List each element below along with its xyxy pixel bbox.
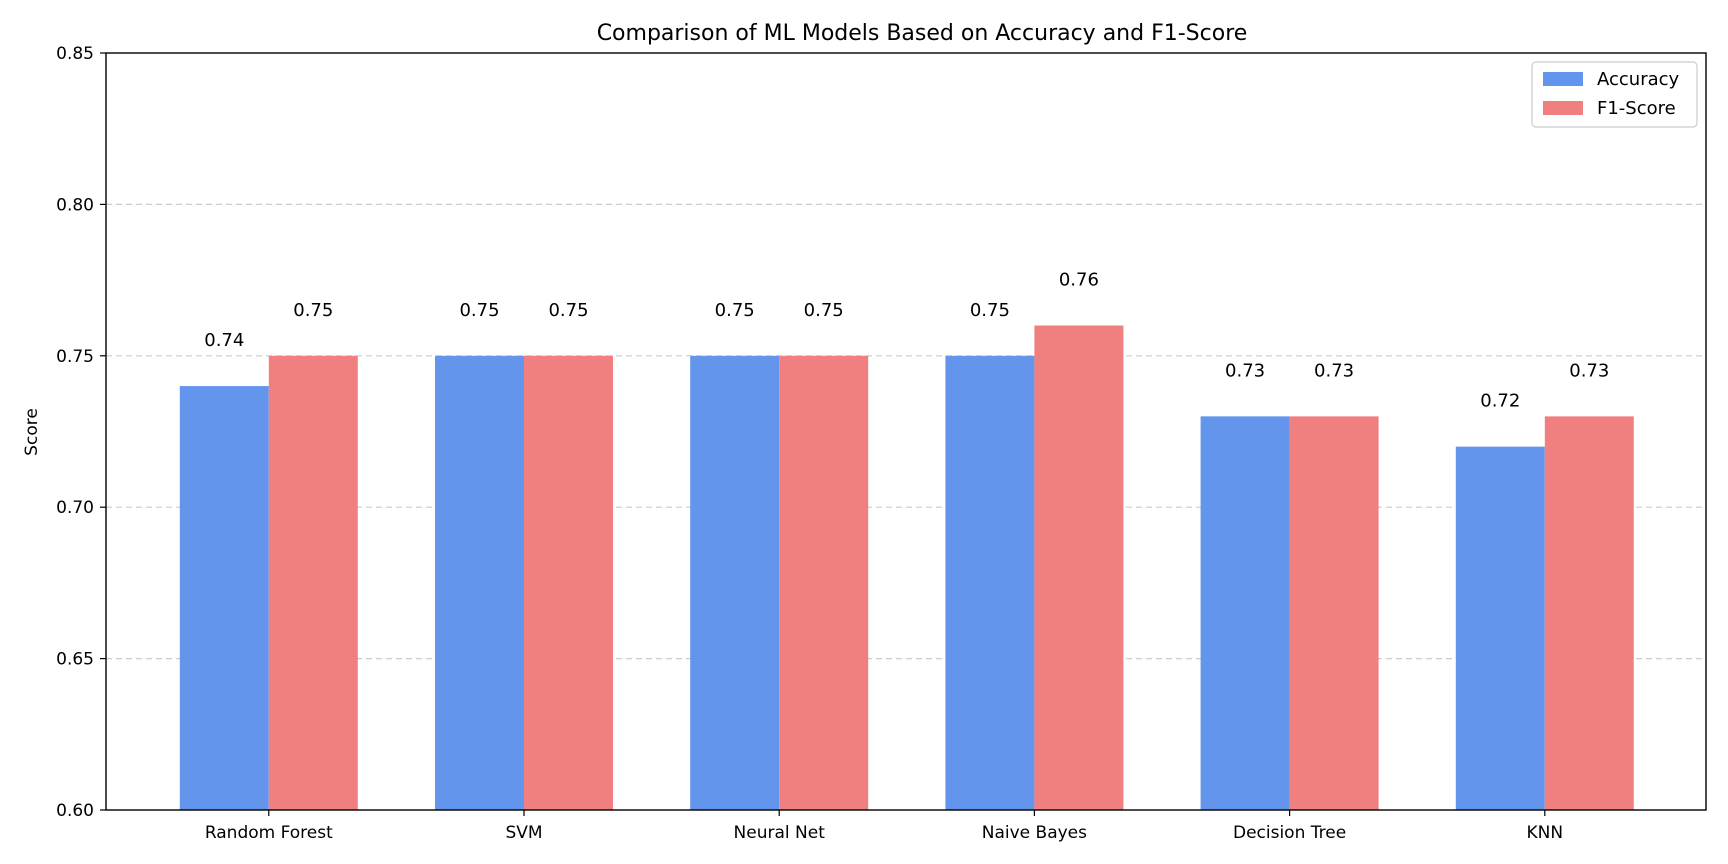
x-tick-label: KNN: [1527, 823, 1564, 843]
bar-f1-score: [524, 355, 613, 810]
plot-frame: [105, 52, 1707, 811]
bar-accuracy: [179, 386, 269, 810]
legend-swatch-accuracy: [1543, 72, 1583, 86]
data-label-f1-score: 0.75: [804, 300, 844, 321]
y-tick-label: 0.80: [56, 195, 94, 215]
bar-f1-score: [1289, 416, 1379, 810]
y-tick-label: 0.75: [56, 347, 94, 367]
data-label-f1-score: 0.73: [1314, 360, 1354, 381]
bar-f1-score: [1544, 416, 1634, 810]
x-tick-label: SVM: [505, 823, 542, 843]
y-tick-label: 0.85: [56, 44, 94, 64]
bar-f1-score: [779, 355, 869, 810]
legend-swatch-f1-score: [1543, 101, 1583, 115]
data-label-f1-score: 0.76: [1059, 270, 1099, 291]
bar-accuracy: [1455, 446, 1545, 810]
bar-accuracy: [690, 355, 780, 810]
data-label-f1-score: 0.73: [1569, 360, 1609, 381]
data-label-accuracy: 0.75: [459, 300, 499, 321]
bar-accuracy: [435, 355, 524, 810]
legend-label-f1-score: F1-Score: [1597, 98, 1676, 119]
grid-lines: [106, 203, 1706, 660]
data-label-accuracy: 0.75: [715, 300, 755, 321]
chart-title: Comparison of ML Models Based on Accurac…: [597, 21, 1248, 46]
y-axis-label: Score: [22, 408, 42, 456]
bar-f1-score: [268, 355, 358, 810]
data-label-accuracy: 0.75: [970, 300, 1010, 321]
y-axis: 0.60 0.65 0.70 0.75 0.80 0.85: [56, 44, 106, 821]
x-tick-label: Decision Tree: [1233, 823, 1346, 843]
bar-accuracy: [945, 355, 1035, 810]
bar-f1-score: [1034, 325, 1124, 810]
x-axis: Random Forest SVM Neural Net Naive Bayes Dec…: [205, 810, 1563, 843]
data-label-accuracy: 0.72: [1480, 391, 1520, 412]
legend: Accuracy F1-Score: [1531, 61, 1698, 128]
legend-label-accuracy: Accuracy: [1597, 69, 1680, 90]
y-tick-label: 0.70: [56, 498, 94, 518]
x-tick-label: Naive Bayes: [982, 823, 1087, 843]
bar-accuracy: [1200, 416, 1290, 810]
bars: [179, 325, 1634, 810]
data-labels: 0.74 0.75 0.75 0.75 0.73 0.72 0.75 0.75 0.75 0.76…: [204, 270, 1609, 412]
x-tick-label: Random Forest: [205, 823, 333, 843]
data-label-accuracy: 0.74: [204, 330, 244, 351]
x-tick-label: Neural Net: [734, 823, 826, 843]
data-label-f1-score: 0.75: [548, 300, 588, 321]
y-tick-label: 0.60: [56, 801, 94, 821]
data-label-f1-score: 0.75: [293, 300, 333, 321]
data-label-accuracy: 0.73: [1225, 360, 1265, 381]
y-tick-label: 0.65: [56, 650, 94, 670]
